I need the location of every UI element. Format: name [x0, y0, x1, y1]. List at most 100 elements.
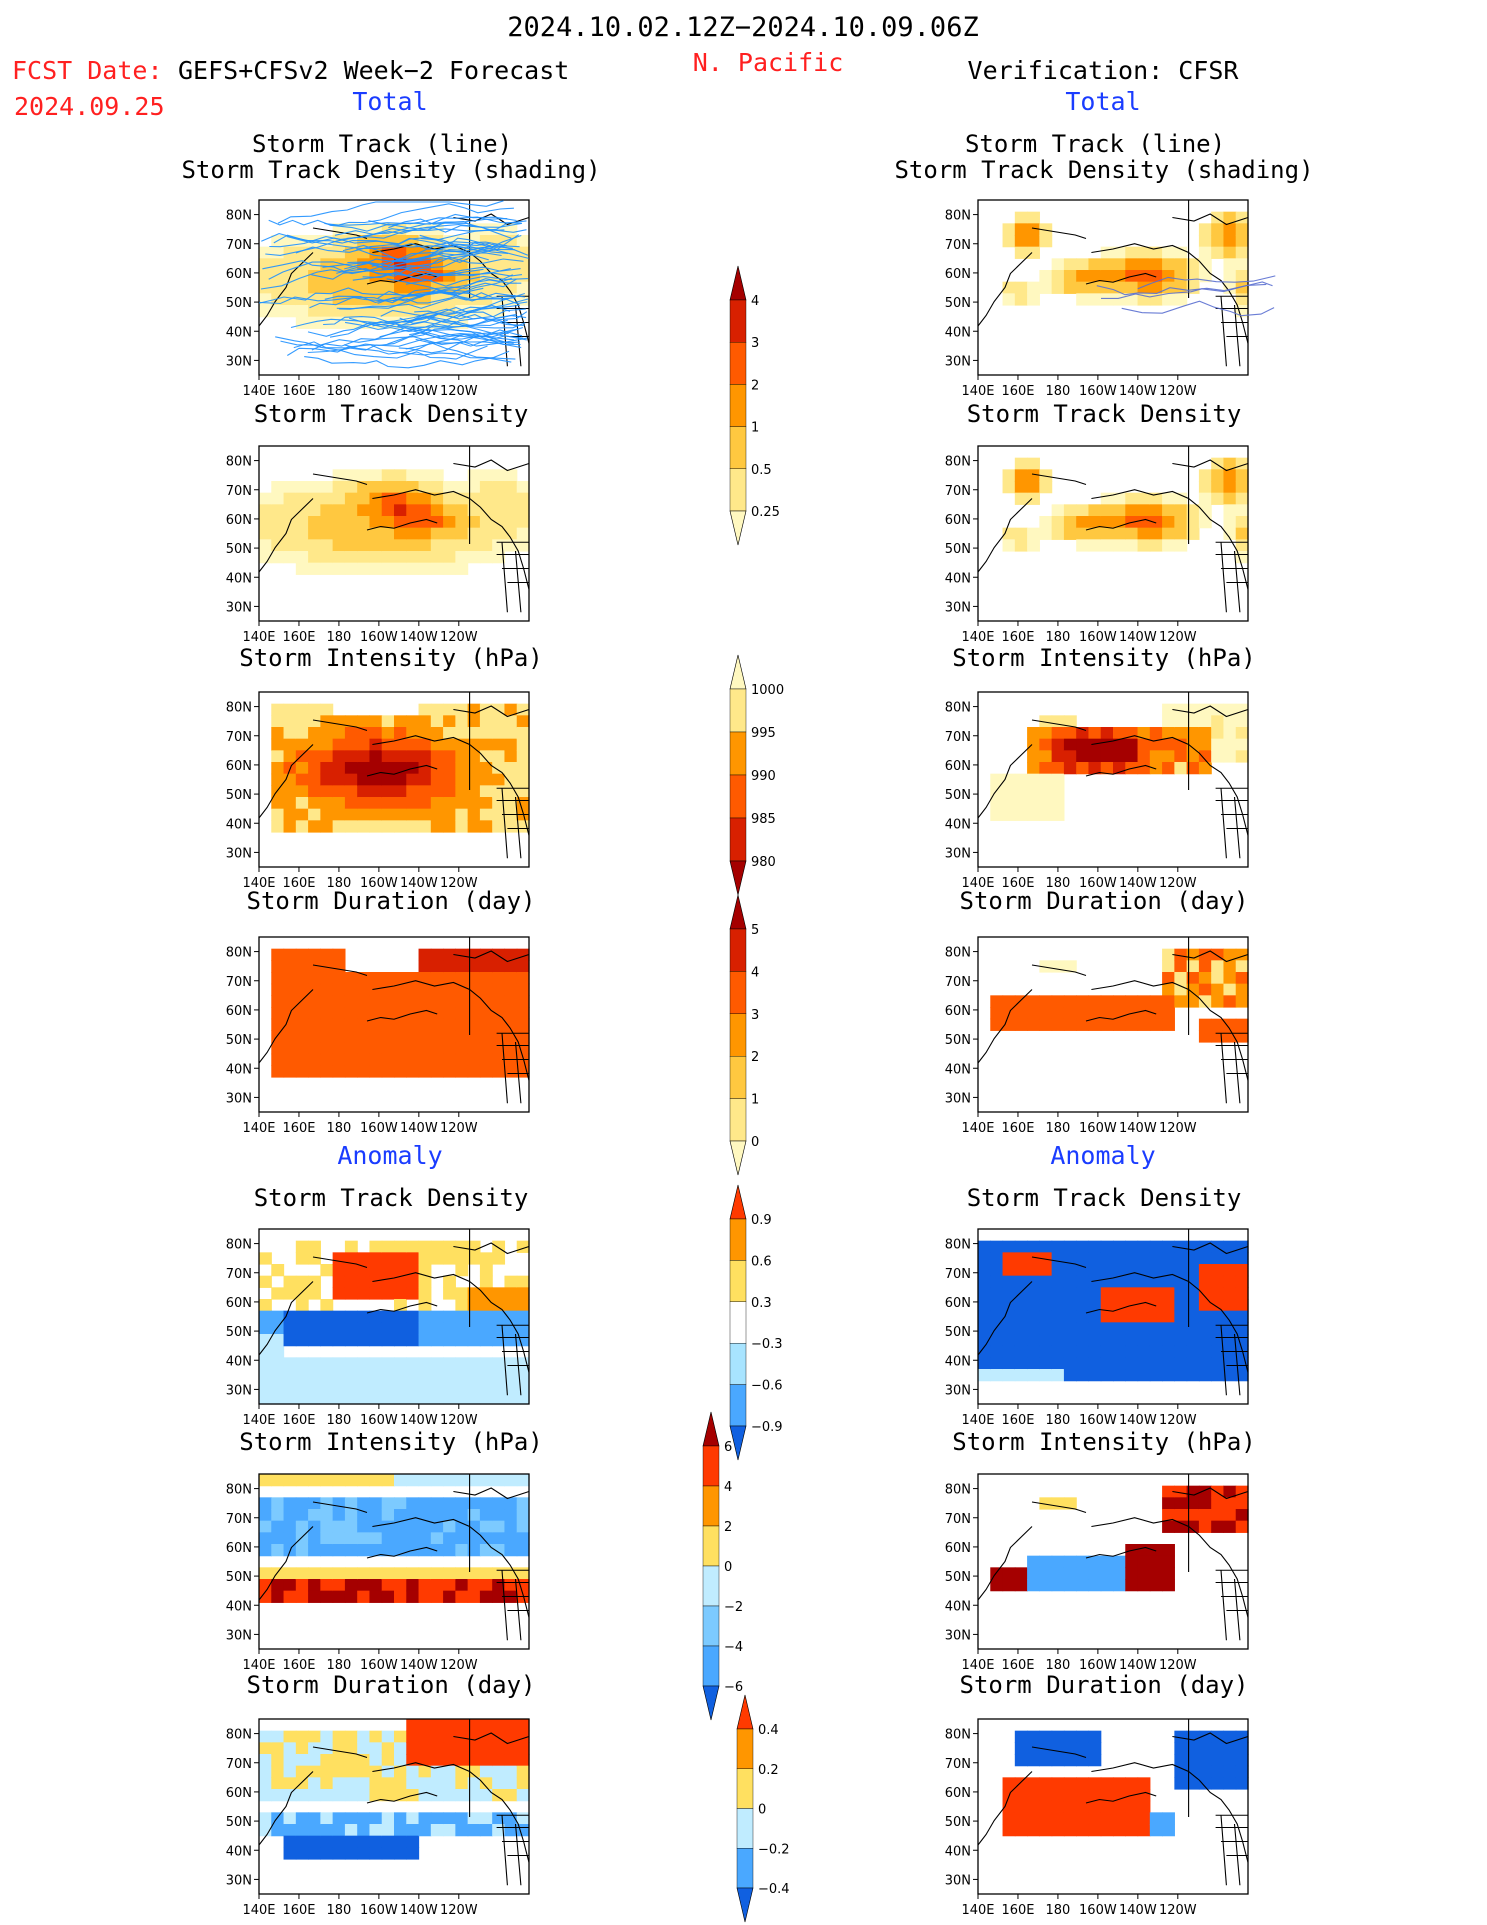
heatmap-cell: [455, 1730, 469, 1743]
heatmap-cell: [259, 504, 272, 517]
heatmap-cell: [344, 785, 358, 798]
heatmap-cell: [406, 773, 420, 786]
heatmap-cell: [492, 1520, 506, 1533]
coastline: [501, 788, 508, 859]
heatmap-cell: [394, 1369, 407, 1382]
heatmap-cell: [320, 1847, 334, 1860]
panel-frame: [258, 1228, 530, 1405]
heatmap-cell: [271, 972, 285, 985]
heatmap-cell: [1051, 1742, 1065, 1755]
heatmap-cell: [1235, 1520, 1249, 1533]
heatmap-cell: [394, 1520, 407, 1533]
heatmap-cell: [479, 1497, 493, 1510]
heatmap-cell: [1125, 1555, 1139, 1568]
heatmap-cell: [1113, 246, 1126, 259]
heatmap-cell: [344, 727, 358, 740]
heatmap-cell: [1088, 258, 1102, 271]
heatmap-cell: [479, 1334, 493, 1347]
heatmap-cell: [1162, 516, 1175, 529]
heatmap-cell: [1014, 1264, 1028, 1277]
heatmap-cell: [320, 948, 334, 961]
heatmap-cell: [320, 762, 334, 775]
lon-tick-label: 140E: [242, 1413, 275, 1428]
heatmap-cell: [1002, 1334, 1016, 1347]
heatmap-cell: [369, 1287, 383, 1300]
heatmap-cell: [344, 1590, 358, 1603]
heatmap-cell: [320, 1065, 334, 1078]
heatmap-cell: [430, 562, 444, 575]
heatmap-cell: [1100, 1310, 1114, 1323]
heatmap-cell: [1162, 258, 1175, 271]
heatmap-cell: [1063, 1345, 1077, 1358]
heatmap-cell: [1063, 1252, 1077, 1265]
heatmap-cell: [406, 1275, 420, 1288]
heatmap-cell: [332, 1742, 346, 1755]
heatmap-cell: [1088, 270, 1102, 283]
heatmap-cell: [308, 492, 321, 505]
heatmap-cell: [1039, 1240, 1053, 1253]
heatmap-cell: [1137, 246, 1151, 259]
heatmap-cell: [357, 715, 371, 728]
heatmap-cell: [516, 1497, 530, 1510]
coastline: [1085, 1546, 1157, 1559]
heatmap-cell: [308, 1730, 321, 1743]
lat-tick-label: 30N: [226, 1628, 252, 1643]
lat-tick-label: 70N: [945, 484, 971, 499]
heatmap-cell: [295, 527, 309, 540]
heatmap-cell: [271, 1765, 285, 1778]
heatmap-cell: [357, 1322, 371, 1335]
heatmap-cell: [320, 1007, 334, 1020]
storm-track-line: [356, 248, 524, 264]
heatmap-cell: [259, 1357, 272, 1370]
heatmap-cell: [1039, 469, 1053, 482]
heatmap-cell: [332, 1532, 346, 1545]
heatmap-cell: [1223, 1299, 1237, 1312]
heatmap-cell: [295, 504, 309, 517]
heatmap-cell: [308, 270, 321, 283]
heatmap-cell: [308, 316, 321, 329]
heatmap-cell: [1076, 270, 1090, 283]
heatmap-cell: [418, 1065, 432, 1078]
heatmap-cell: [320, 820, 334, 833]
heatmap-cell: [1186, 1334, 1200, 1347]
heatmap-cell: [308, 1322, 321, 1335]
heatmap-cell: [467, 1065, 481, 1078]
heatmap-cell: [283, 1532, 297, 1545]
heatmap-cell: [406, 715, 420, 728]
heatmap-cell: [1211, 1742, 1225, 1755]
heatmap-cell: [344, 808, 358, 821]
heatmap-cell: [1211, 727, 1225, 740]
heatmap-cell: [443, 504, 456, 517]
heatmap-cell: [1088, 1777, 1102, 1790]
heatmap-cell: [1063, 1287, 1077, 1300]
lat-tick-label: 30N: [226, 1383, 252, 1398]
lat-tick-label: 80N: [945, 946, 971, 961]
lon-tick-label: 120W: [440, 1121, 478, 1136]
lat-tick-label: 70N: [226, 484, 252, 499]
storm-track-line: [419, 279, 522, 299]
heatmap-cell: [320, 504, 334, 517]
colorbar-label: 1: [751, 1093, 759, 1108]
heatmap-cell: [283, 1357, 297, 1370]
heatmap-cell: [467, 1369, 481, 1382]
heatmap-cell: [516, 773, 530, 786]
heatmap-cell: [381, 539, 395, 552]
heatmap-cell: [1100, 539, 1114, 552]
heatmap-cell: [1063, 727, 1077, 740]
heatmap-cell: [1051, 1275, 1065, 1288]
heatmap-cell: [381, 1765, 395, 1778]
heatmap-cell: [1137, 1567, 1151, 1580]
heatmap-cell: [418, 773, 432, 786]
total-label-right: Total: [1065, 87, 1141, 116]
heatmap-cell: [1113, 1369, 1126, 1382]
colorbar-swatch: [729, 1098, 747, 1142]
heatmap-cell: [430, 1719, 444, 1732]
heatmap-cell: [1051, 1369, 1065, 1382]
heatmap-cell: [504, 1509, 518, 1522]
heatmap-cell: [455, 516, 469, 529]
heatmap-cell: [1076, 995, 1090, 1008]
heatmap-cell: [357, 1590, 371, 1603]
heatmap-cell: [394, 1474, 407, 1487]
